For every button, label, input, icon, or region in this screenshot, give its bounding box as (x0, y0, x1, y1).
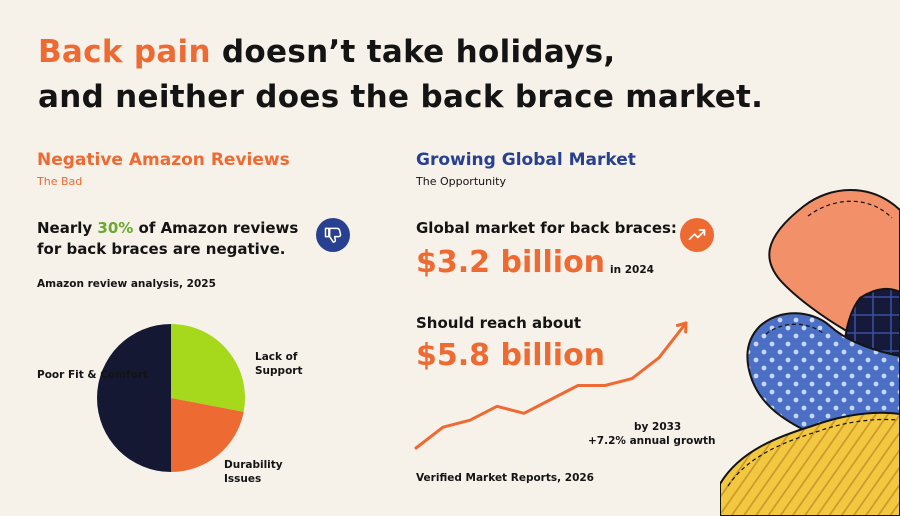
forecast-value: $5.8 billion (416, 338, 606, 373)
market-growth-line-chart (414, 321, 688, 450)
pie-label-durability: Durability Issues (224, 459, 283, 485)
growth-line (414, 321, 688, 450)
market-year: in 2024 (610, 264, 654, 276)
growth-line-arrowhead (675, 321, 688, 334)
right-section-subtitle: The Opportunity (416, 175, 506, 188)
yellow-striped-fabric-swatch (720, 411, 900, 516)
title-accent: Back pain (38, 34, 211, 70)
left-lead-text: Nearly 30% of Amazon reviews for back br… (37, 218, 298, 260)
lead-percent: 30% (97, 219, 134, 237)
decorative-fabric-swatches (720, 189, 900, 516)
right-section-title: Growing Global Market (416, 150, 636, 170)
pie-slice-durability-issues (171, 398, 244, 472)
market-value: $3.2 billion (416, 245, 606, 280)
pie-slice-lack-of-support (171, 324, 245, 412)
left-section-title: Negative Amazon Reviews (37, 150, 290, 170)
source-text: Verified Market Reports, 2026 (416, 472, 594, 484)
pie-label-poor-fit: Poor Fit & Comfort (37, 369, 149, 381)
left-section-subtitle: The Bad (37, 175, 83, 188)
page-title: Back pain doesn’t take holidays, and nei… (38, 30, 763, 120)
title-line2: and neither does the back brace market. (38, 79, 764, 115)
forecast-label: Should reach about (416, 314, 582, 332)
growth-rate: +7.2% annual growth (588, 435, 716, 447)
pie-caption: Amazon review analysis, 2025 (37, 278, 216, 290)
market-label: Global market for back braces: (416, 219, 677, 237)
pie-slice-poor-fit-comfort (97, 324, 171, 472)
thumbs-down-icon (316, 218, 350, 252)
title-line1: doesn’t take holidays, (210, 34, 616, 70)
trend-up-icon (680, 218, 714, 252)
forecast-year: by 2033 (634, 421, 682, 433)
lead-after: of Amazon reviews (133, 219, 299, 237)
lead-before: Nearly (37, 219, 98, 237)
pie-label-lack-support: Lack of Support (255, 351, 303, 377)
lead-line2: for back braces are negative. (37, 240, 286, 258)
review-pie-chart (97, 324, 245, 472)
